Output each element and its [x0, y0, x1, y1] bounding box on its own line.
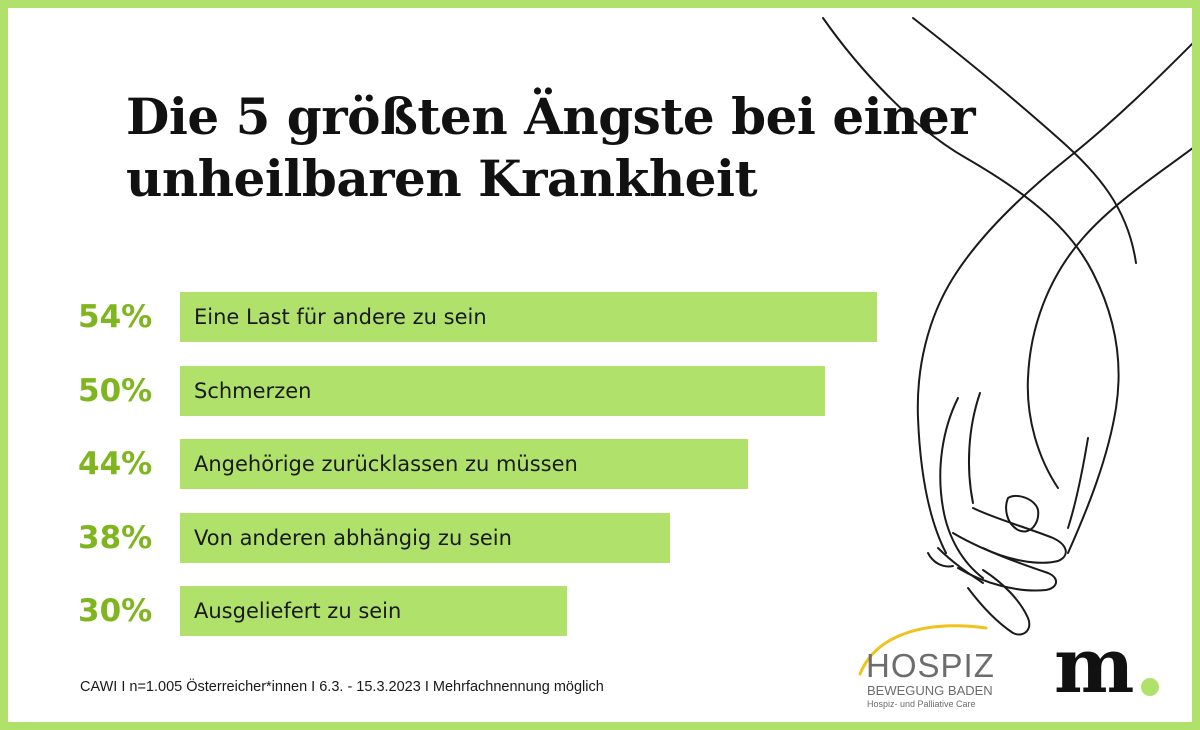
holding-hands-illustration [822, 17, 1192, 636]
bar [180, 586, 567, 636]
bar-category-label: Ausgeliefert zu sein [194, 599, 402, 623]
hospiz-logo-subtitle: BEWEGUNG BADEN [867, 683, 993, 698]
bar-value-label: 38% [78, 520, 153, 556]
bar [180, 439, 748, 489]
hospiz-arc-icon [858, 624, 988, 676]
chart-title-line-1: Die 5 größten Ängste bei einer [126, 87, 976, 146]
bar-chart: 54% Eine Last für andere zu sein 50% Schmer… [8, 8, 1192, 722]
chart-title: Die 5 größten Ängste bei einer unheilbar… [126, 86, 1106, 210]
bar-value-label: 50% [78, 373, 153, 409]
bar-category-label: Eine Last für andere zu sein [194, 305, 487, 329]
bar-category-label: Angehörige zurücklassen zu müssen [194, 452, 578, 476]
hospiz-logo: HOSPIZ BEWEGUNG BADEN Hospiz- und Pallia… [856, 616, 996, 716]
bar-value-label: 54% [78, 299, 153, 335]
m-brand-logo-dot [1141, 678, 1159, 696]
bar [180, 513, 670, 563]
bar [180, 292, 877, 342]
bar-category-label: Von anderen abhängig zu sein [194, 526, 512, 550]
bar-value-label: 30% [78, 593, 153, 629]
bar-value-label: 44% [78, 446, 153, 482]
bar-category-label: Schmerzen [194, 379, 312, 403]
hospiz-logo-name: HOSPIZ [866, 647, 995, 684]
chart-title-line-2: unheilbaren Krankheit [126, 149, 758, 208]
bar [180, 366, 825, 416]
hospiz-logo-tagline: Hospiz- und Palliative Care [867, 699, 976, 709]
footnote: CAWI I n=1.005 Österreicher*innen I 6.3.… [80, 679, 604, 695]
m-brand-logo: m [1054, 621, 1135, 710]
